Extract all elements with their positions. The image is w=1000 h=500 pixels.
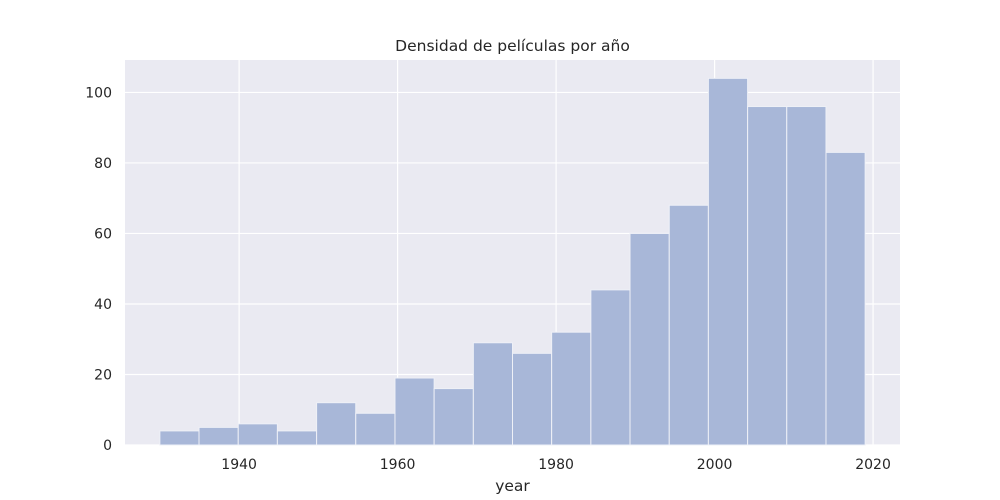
histogram-bar bbox=[394, 377, 435, 446]
histogram-bar bbox=[590, 289, 631, 446]
y-tick-label: 40 bbox=[94, 297, 112, 313]
histogram-bar bbox=[629, 232, 670, 446]
histogram-bar bbox=[512, 352, 553, 446]
x-tick-label: 2000 bbox=[697, 457, 733, 473]
histogram-bar bbox=[433, 388, 474, 446]
y-tick-label: 100 bbox=[85, 85, 112, 101]
y-axis-ticks: 0 20 40 60 80 100 bbox=[85, 85, 112, 454]
histogram-bar bbox=[551, 331, 592, 446]
x-tick-label: 1940 bbox=[221, 457, 257, 473]
histogram-bar bbox=[747, 106, 788, 446]
histogram-bar bbox=[825, 151, 866, 446]
histogram-bar bbox=[707, 77, 749, 446]
histogram-bar bbox=[472, 342, 514, 446]
histogram-bar bbox=[159, 430, 200, 446]
histogram-bar bbox=[276, 430, 318, 446]
histogram-bar bbox=[316, 402, 357, 446]
histogram-bar bbox=[355, 412, 396, 446]
y-tick-label: 0 bbox=[103, 438, 112, 454]
x-tick-label: 1960 bbox=[380, 457, 416, 473]
histogram-bars bbox=[159, 77, 866, 446]
y-tick-label: 80 bbox=[94, 156, 112, 172]
histogram-bar bbox=[668, 204, 709, 446]
y-tick-label: 20 bbox=[94, 367, 112, 383]
y-tick-label: 60 bbox=[94, 226, 112, 242]
histogram-bar bbox=[237, 423, 278, 446]
x-tick-label: 2020 bbox=[855, 457, 891, 473]
x-tick-label: 1980 bbox=[538, 457, 574, 473]
x-axis-ticks: 1940 1960 1980 2000 2020 bbox=[221, 457, 891, 473]
chart-title: Densidad de películas por año bbox=[395, 37, 630, 55]
histogram-bar bbox=[198, 426, 239, 446]
histogram-bar bbox=[786, 106, 827, 446]
x-axis-label: year bbox=[495, 477, 530, 495]
